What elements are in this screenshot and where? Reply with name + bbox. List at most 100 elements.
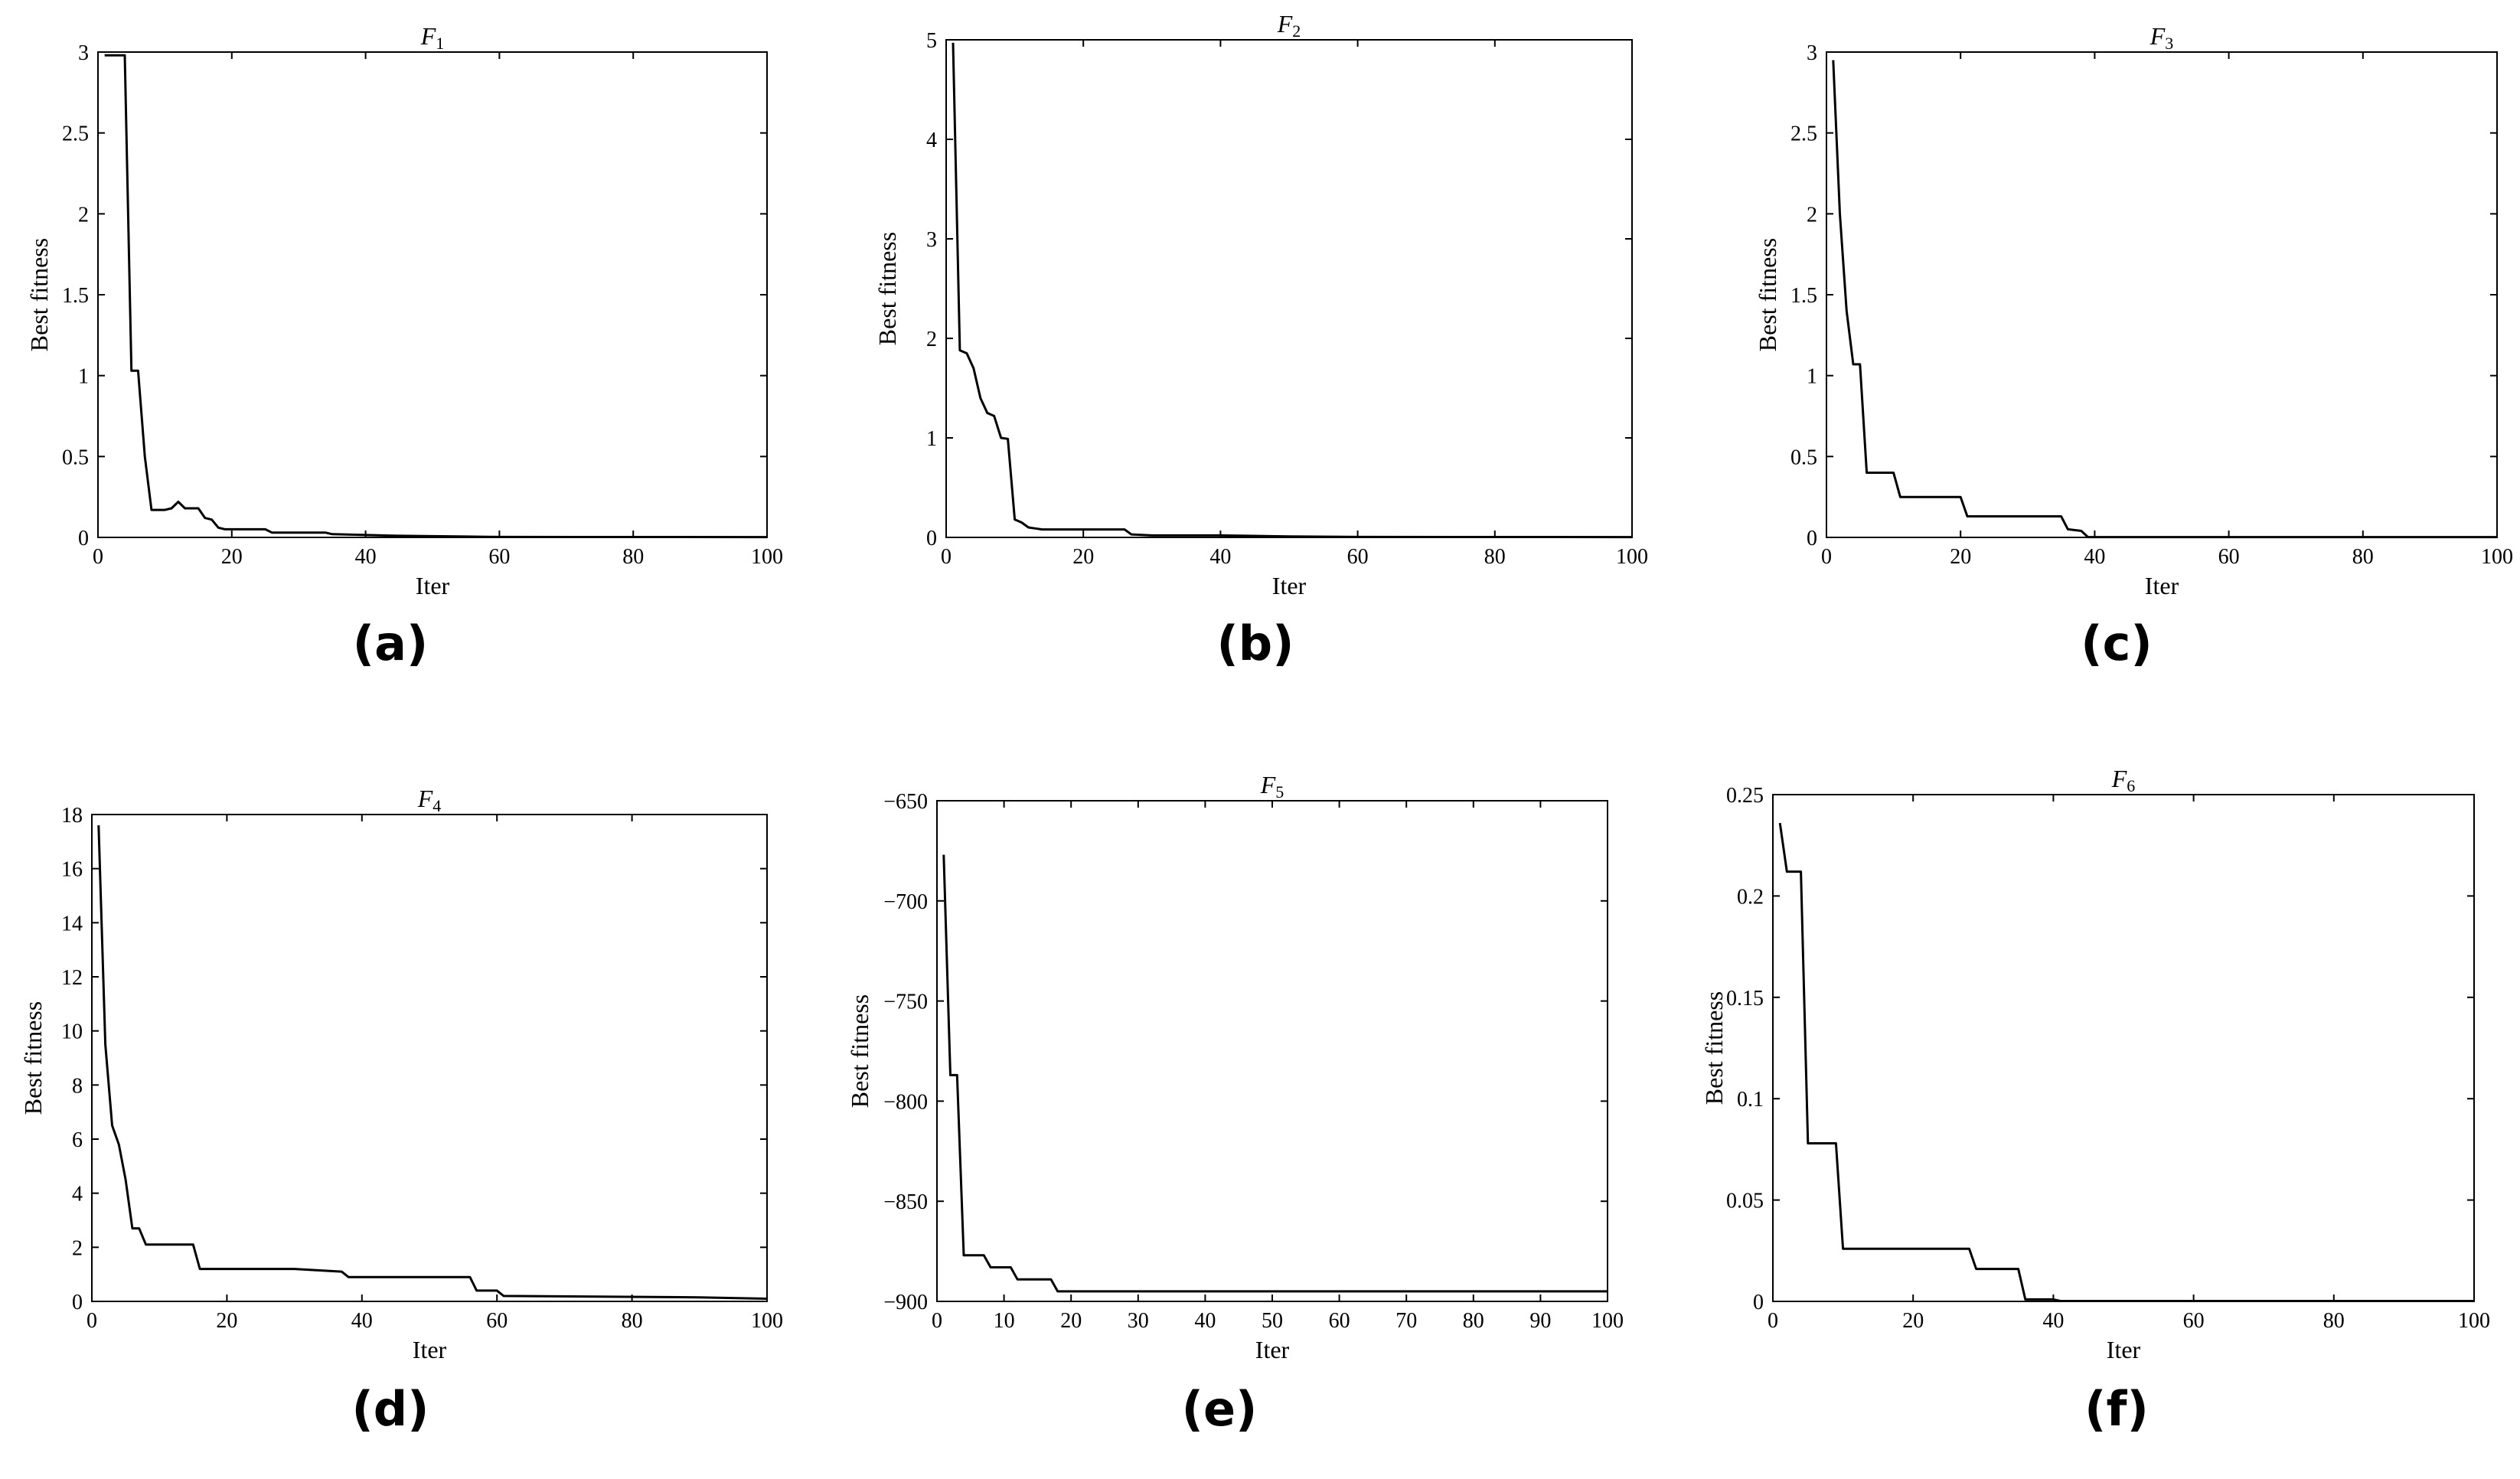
plot-frame	[936, 800, 1608, 1302]
y-tick-label: 0	[1807, 527, 1817, 550]
series-line-1	[97, 825, 768, 1300]
x-tick-label: 40	[2042, 1309, 2064, 1333]
x-axis-label: Iter	[1255, 1336, 1290, 1363]
x-axis-label: Iter	[2107, 1336, 2141, 1363]
plot-frame	[97, 51, 768, 538]
chart-panel-2: 0 20 40 60 80 100 0 1 2 3 4 5 F2 Iter Best fitness (b)	[873, 10, 1648, 671]
x-tick-label: 20	[1950, 545, 1971, 569]
series-line-1	[942, 854, 1608, 1293]
x-tick-label: 40	[351, 1309, 373, 1333]
y-tick-label: −850	[883, 1190, 928, 1214]
y-tick-label: 3	[78, 41, 89, 65]
y-tick-label: 0.15	[1726, 987, 1764, 1010]
panel-label: (f)	[2084, 1381, 2149, 1437]
y-tick-label: 0.25	[1726, 784, 1764, 808]
plot-frame	[1772, 794, 2475, 1302]
chart-title: F5	[1260, 771, 1284, 802]
x-axis-label: Iter	[2145, 572, 2179, 599]
chart-panel-6: 0 20 40 60 80 100 0 0.05 0.1 0.15 0.2 0.25 F6 Iter Bes…	[1700, 765, 2490, 1437]
y-tick-label: 1	[1807, 365, 1817, 389]
y-tick-label: 8	[72, 1074, 83, 1098]
x-tick-label: 60	[2183, 1309, 2205, 1333]
x-tick-label: 40	[2084, 545, 2105, 569]
chart-title: F4	[417, 785, 442, 815]
chart-panel-3: 0 20 40 60 80 100 0 0.5 1 1.5 2 2.5 3 F3 Iter Best fitn…	[1754, 22, 2513, 671]
x-tick-label: 70	[1395, 1309, 1417, 1333]
y-tick-label: 0.5	[62, 446, 89, 469]
y-tick-label: 2.5	[1790, 122, 1817, 146]
x-tick-label: 100	[751, 1309, 783, 1333]
x-tick-label: 80	[622, 1309, 643, 1333]
x-tick-label: 80	[1463, 1309, 1484, 1333]
x-tick-label: 80	[1484, 545, 1506, 569]
panel-label: (b)	[1216, 615, 1294, 671]
plot-frame	[91, 814, 768, 1302]
chart-title: F6	[2111, 765, 2136, 795]
series-line-1	[104, 54, 768, 539]
y-tick-label: 0.1	[1737, 1088, 1764, 1112]
chart-panel-4: 0 20 40 60 80 100 0 2 4 6 8 10 12 14 16 18 F4 Iter Best fi…	[19, 785, 783, 1437]
y-tick-label: −650	[883, 790, 928, 814]
y-tick-label: 1	[78, 365, 89, 389]
chart-title: F2	[1277, 10, 1301, 41]
x-tick-label: 100	[2481, 545, 2513, 569]
y-tick-label: 1	[926, 427, 937, 451]
y-tick-label: 4	[926, 129, 937, 152]
panel-label: (d)	[351, 1381, 429, 1437]
y-tick-label: 2	[1807, 203, 1817, 227]
series-line-1	[952, 42, 1633, 539]
y-tick-label: 10	[61, 1020, 83, 1044]
chart-title: F3	[2150, 22, 2174, 53]
chart-panel-5: 0 10 20 30 40 50 60 70 80 90 100 −900 −850 −800 −750 −7…	[846, 771, 1624, 1437]
x-tick-label: 40	[1209, 545, 1231, 569]
y-axis-label: Best fitness	[19, 1001, 47, 1115]
y-tick-label: 0	[1753, 1291, 1764, 1314]
series-line-1	[1778, 822, 2474, 1302]
x-tick-label: 60	[486, 1309, 508, 1333]
x-tick-label: 20	[1072, 545, 1094, 569]
x-tick-label: 0	[87, 1309, 97, 1333]
x-tick-label: 40	[355, 545, 377, 569]
y-tick-label: 5	[926, 29, 937, 53]
y-tick-label: 0.2	[1737, 885, 1764, 909]
y-tick-label: 16	[61, 858, 83, 882]
y-tick-label: 18	[61, 804, 83, 828]
y-axis-label: Best fitness	[1700, 991, 1728, 1105]
x-tick-label: 60	[2218, 545, 2240, 569]
x-tick-label: 30	[1128, 1309, 1149, 1333]
y-tick-label: −700	[883, 890, 928, 914]
y-tick-label: 2	[72, 1236, 83, 1260]
y-axis-label: Best fitness	[873, 232, 901, 345]
chart-title: F1	[420, 22, 445, 53]
y-tick-label: 0	[72, 1291, 83, 1314]
x-tick-label: 10	[994, 1309, 1015, 1333]
y-tick-label: 4	[72, 1183, 83, 1206]
y-tick-label: 14	[61, 912, 83, 935]
y-tick-label: 0.5	[1790, 446, 1817, 469]
x-tick-label: 0	[1768, 1309, 1778, 1333]
chart-panel-1: 0 20 40 60 80 100 0 0.5 1 1.5 2 2.5 3 F1 Iter Best fitn…	[25, 22, 783, 671]
y-tick-label: 0	[78, 527, 89, 550]
x-tick-label: 0	[932, 1309, 942, 1333]
x-tick-label: 0	[93, 545, 103, 569]
y-tick-label: 1.5	[1790, 284, 1817, 308]
plot-frame	[1826, 51, 2498, 538]
x-tick-label: 80	[622, 545, 644, 569]
panel-label: (c)	[2081, 615, 2152, 671]
x-axis-label: Iter	[1272, 572, 1307, 599]
panel-label: (a)	[353, 615, 429, 671]
x-axis-label: Iter	[413, 1336, 447, 1363]
x-tick-label: 20	[221, 545, 243, 569]
x-tick-label: 20	[1060, 1309, 1082, 1333]
x-tick-label: 100	[2458, 1309, 2490, 1333]
y-tick-label: 12	[61, 966, 83, 990]
x-tick-label: 60	[1347, 545, 1369, 569]
x-tick-label: 60	[1329, 1309, 1350, 1333]
x-tick-label: 90	[1529, 1309, 1551, 1333]
x-tick-label: 80	[2323, 1309, 2345, 1333]
y-axis-label: Best fitness	[846, 994, 873, 1108]
plot-frame	[945, 39, 1633, 538]
y-tick-label: 2	[78, 203, 89, 227]
x-tick-label: 100	[751, 545, 783, 569]
